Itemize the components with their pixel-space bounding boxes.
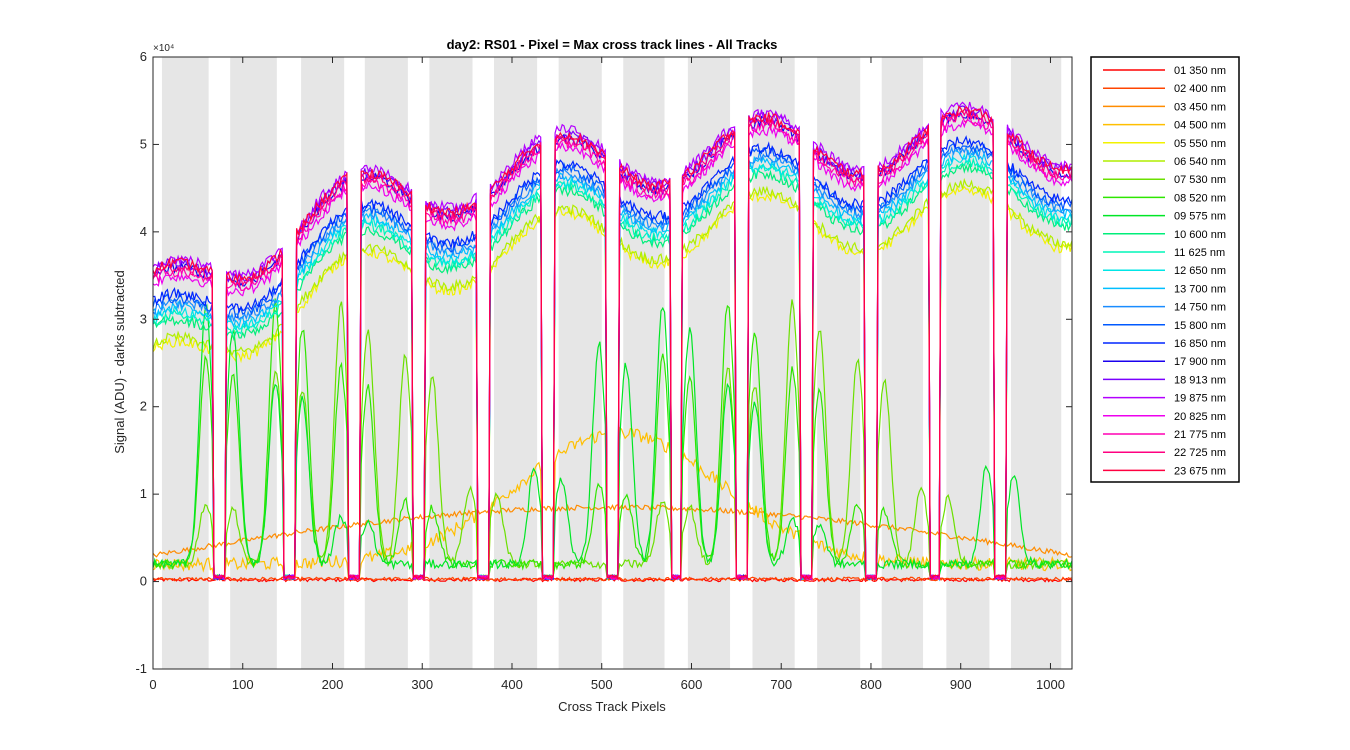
- legend-entry: 20 825 nm: [1174, 411, 1226, 423]
- legend-entry: 05 550 nm: [1174, 138, 1226, 150]
- shaded-band: [230, 57, 277, 669]
- x-tick-label: 0: [149, 677, 156, 692]
- x-tick-label: 1000: [1036, 677, 1065, 692]
- x-tick-label: 200: [322, 677, 344, 692]
- legend-entry: 19 875 nm: [1174, 393, 1226, 405]
- legend-entry: 16 850 nm: [1174, 338, 1226, 350]
- legend-entry: 17 900 nm: [1174, 356, 1226, 368]
- x-tick-label: 700: [770, 677, 792, 692]
- x-axis-label: Cross Track Pixels: [558, 699, 666, 714]
- legend-entry: 03 450 nm: [1174, 101, 1226, 113]
- x-tick-label: 500: [591, 677, 613, 692]
- x-tick-label: 800: [860, 677, 882, 692]
- y-axis-label: Signal (ADU) - darks subtracted: [112, 270, 127, 454]
- legend-entry: 13 700 nm: [1174, 283, 1226, 295]
- shaded-band: [364, 57, 408, 669]
- x-tick-label: 600: [681, 677, 703, 692]
- legend-entry: 10 600 nm: [1174, 229, 1226, 241]
- shaded-band: [429, 57, 473, 669]
- y-tick-label: 3: [140, 311, 147, 326]
- legend-entry: 09 575 nm: [1174, 211, 1226, 223]
- x-axis: 0 100 200 300 400 500 600 700 800 900 1000: [149, 57, 1065, 692]
- legend-entry: 06 540 nm: [1174, 156, 1226, 168]
- legend-entry: 02 400 nm: [1174, 83, 1226, 95]
- series-traces: [152, 101, 1073, 583]
- legend-entry: 01 350 nm: [1174, 65, 1226, 77]
- x-tick-label: 300: [411, 677, 433, 692]
- y-tick-label: 0: [140, 574, 147, 589]
- legend-entry: 15 800 nm: [1174, 320, 1226, 332]
- legend-entry: 08 520 nm: [1174, 192, 1226, 204]
- y-tick-label: 6: [140, 49, 147, 64]
- y-tick-label: 1: [140, 486, 147, 501]
- y-tick-label: 4: [140, 224, 147, 239]
- plot-frame: [152, 56, 1073, 670]
- series-line: [152, 503, 1073, 558]
- legend-entry: 12 650 nm: [1174, 265, 1226, 277]
- chart-title: day2: RS01 - Pixel = Max cross track lin…: [447, 37, 778, 52]
- legend-entry: 21 775 nm: [1174, 429, 1226, 441]
- shaded-band: [881, 57, 924, 669]
- legend-entry: 18 913 nm: [1174, 374, 1226, 386]
- shaded-band: [494, 57, 538, 669]
- x-tick-label: 900: [950, 677, 972, 692]
- x-tick-label: 400: [501, 677, 523, 692]
- y-tick-label: 5: [140, 136, 147, 151]
- series-line: [152, 105, 1073, 582]
- y-exponent-label: ×10⁴: [153, 43, 174, 54]
- legend-entry: 04 500 nm: [1174, 120, 1226, 132]
- y-tick-label: -1: [135, 661, 147, 676]
- legend-entry: 11 625 nm: [1174, 247, 1225, 259]
- legend-entry: 22 725 nm: [1174, 447, 1226, 459]
- legend-entry: 23 675 nm: [1174, 465, 1226, 477]
- legend: 01 350 nm 02 400 nm 03 450 nm 04 500 nm 05 5…: [1090, 56, 1240, 483]
- x-tick-label: 100: [232, 677, 254, 692]
- y-axis: -1 0 1 2 3 4 5 6: [135, 49, 1072, 676]
- legend-entry: 07 530 nm: [1174, 174, 1226, 186]
- legend-entry: 14 750 nm: [1174, 302, 1226, 314]
- y-tick-label: 2: [140, 399, 147, 414]
